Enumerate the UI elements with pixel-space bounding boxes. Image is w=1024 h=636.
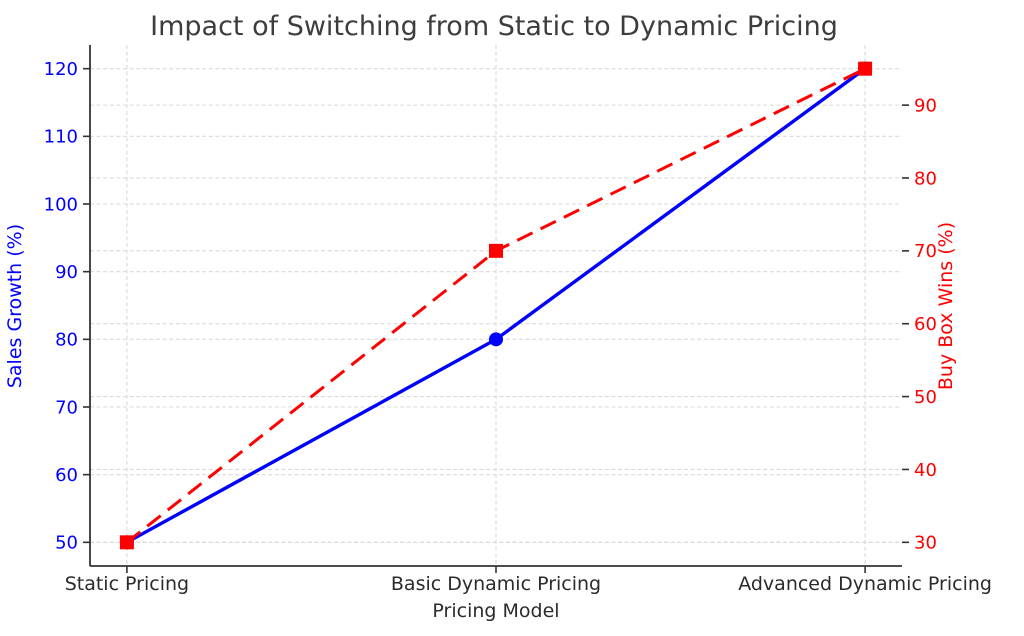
y-right-tick-label: 60 xyxy=(914,314,937,335)
y-left-tick-label: 80 xyxy=(55,330,78,351)
y-right-tick-label: 30 xyxy=(914,533,937,554)
y-left-tick-label: 110 xyxy=(44,127,78,148)
axes: 50 60 70 80 90 100 110 120 30 40 50 60 70 80 90 Static … xyxy=(44,45,992,595)
x-tick-label: Static Pricing xyxy=(65,573,189,595)
y-left-tick-label: 60 xyxy=(55,465,78,486)
y-right-axis-label: Buy Box Wins (%) xyxy=(935,222,957,390)
marker-circle xyxy=(489,332,503,347)
y-right-tick-label: 70 xyxy=(914,241,937,262)
y-right-tick-label: 80 xyxy=(914,168,937,189)
y-left-tick-label: 120 xyxy=(44,59,78,80)
marker-square xyxy=(119,535,134,550)
y-left-axis-label: Sales Growth (%) xyxy=(4,224,26,388)
gridlines xyxy=(90,45,902,566)
y-left-tick-label: 50 xyxy=(55,533,78,554)
data-series xyxy=(119,61,873,550)
y-right-tick-label: 40 xyxy=(914,460,937,481)
y-left-tick-label: 70 xyxy=(55,397,78,418)
x-tick-label: Advanced Dynamic Pricing xyxy=(738,573,992,595)
y-left-tick-label: 90 xyxy=(55,262,78,283)
x-axis-label: Pricing Model xyxy=(432,600,559,622)
marker-square xyxy=(858,61,873,76)
x-tick-label: Basic Dynamic Pricing xyxy=(391,573,601,595)
chart-title: Impact of Switching from Static to Dynam… xyxy=(150,11,838,42)
y-left-tick-label: 100 xyxy=(44,194,78,215)
y-right-tick-label: 90 xyxy=(914,95,937,116)
y-right-tick-label: 50 xyxy=(914,387,937,408)
marker-square xyxy=(489,243,503,258)
